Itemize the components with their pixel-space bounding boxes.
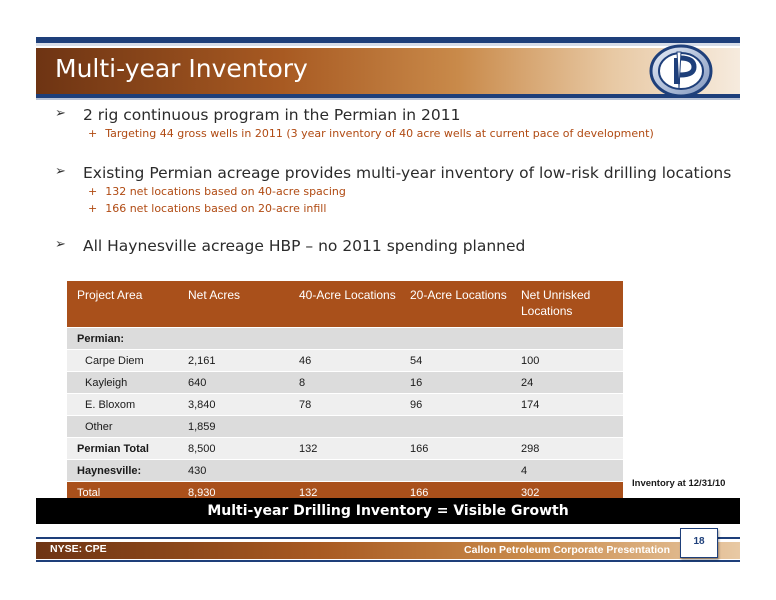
footer-presentation-title: Callon Petroleum Corporate Presentation (464, 544, 670, 556)
plus-icon: + (88, 202, 98, 215)
table-row: Carpe Diem 2,161 46 54 100 (67, 349, 623, 372)
table-row: Other 1,859 (67, 415, 623, 438)
table-cell (289, 459, 400, 482)
table-cell (289, 327, 400, 350)
table-row: Haynesville: 430 4 (67, 459, 623, 482)
table-cell: Other (67, 415, 178, 438)
footer-line (36, 537, 740, 539)
plus-icon: + (88, 185, 98, 198)
table-cell (400, 415, 511, 438)
table-cell (289, 415, 400, 438)
table-cell (400, 327, 511, 350)
sub-bullet: + Targeting 44 gross wells in 2011 (3 yea… (88, 127, 654, 140)
sub-bullet-text: 166 net locations based on 20-acre infil… (105, 202, 327, 215)
table-cell (178, 327, 289, 350)
bullet-text: Existing Permian acreage provides multi-… (83, 164, 732, 182)
title-underline-light (36, 98, 740, 100)
company-logo-icon (649, 44, 713, 98)
table-cell: 166 (400, 437, 511, 460)
table-cell: E. Bloxom (67, 393, 178, 416)
header-stripe (36, 37, 740, 43)
bullet-text: All Haynesville acreage HBP – no 2011 sp… (83, 237, 526, 255)
table-cell: 16 (400, 371, 511, 394)
table-cell: 96 (400, 393, 511, 416)
table-cell (511, 327, 623, 350)
title-bar (36, 48, 740, 94)
table-cell: Permian Total (67, 437, 178, 460)
table-cell (400, 459, 511, 482)
column-header: Project Area (67, 281, 178, 328)
sub-bullet-text: 132 net locations based on 40-acre spaci… (105, 185, 346, 198)
table-cell: 24 (511, 371, 623, 394)
table-cell: 100 (511, 349, 623, 372)
table-cell: 174 (511, 393, 623, 416)
table-row: Permian: (67, 327, 623, 350)
table-cell (511, 415, 623, 438)
column-header: 40-Acre Locations (289, 281, 400, 328)
footer-line (36, 560, 740, 562)
table-cell: 8,500 (178, 437, 289, 460)
table-cell: 430 (178, 459, 289, 482)
table-cell: Permian: (67, 327, 178, 350)
table-cell: 1,859 (178, 415, 289, 438)
table-row: Permian Total 8,500 132 166 298 (67, 437, 623, 460)
column-header: Net Acres (178, 281, 289, 328)
sub-bullet: +132 net locations based on 40-acre spac… (88, 185, 346, 198)
column-header: Net Unrisked Locations (511, 281, 623, 328)
table-row: E. Bloxom 3,840 78 96 174 (67, 393, 623, 416)
table-cell: 46 (289, 349, 400, 372)
title-underline (36, 94, 740, 98)
table-cell: 298 (511, 437, 623, 460)
table-cell: 640 (178, 371, 289, 394)
sub-bullet-text: Targeting 44 gross wells in 2011 (3 year… (105, 127, 654, 140)
table-cell: 8 (289, 371, 400, 394)
table-row: Kayleigh 640 8 16 24 (67, 371, 623, 394)
table-cell: 3,840 (178, 393, 289, 416)
inventory-date-note: Inventory at 12/31/10 (632, 478, 726, 489)
header-stripe-light (36, 43, 740, 46)
sub-bullet: +166 net locations based on 20-acre infi… (88, 202, 326, 215)
bullet-text: 2 rig continuous program in the Permian … (83, 106, 461, 124)
bullet-arrow-icon: ➢ (55, 237, 66, 252)
table-cell: 78 (289, 393, 400, 416)
footer-ticker: NYSE: CPE (50, 543, 107, 555)
bullet-arrow-icon: ➢ (55, 106, 66, 121)
page-title: Multi-year Inventory (55, 54, 308, 83)
table-cell: Kayleigh (67, 371, 178, 394)
page-number: 18 (680, 528, 718, 558)
table-header-row: Project Area Net Acres 40-Acre Locations… (67, 281, 623, 328)
column-header: 20-Acre Locations (400, 281, 511, 328)
plus-icon: + (88, 127, 98, 140)
inventory-table: Project Area Net Acres 40-Acre Locations… (67, 281, 623, 504)
footer-bar (36, 542, 740, 559)
table-cell: Haynesville: (67, 459, 178, 482)
table-cell: 54 (400, 349, 511, 372)
table-cell: Carpe Diem (67, 349, 178, 372)
table-cell: 4 (511, 459, 623, 482)
takeaway-banner: Multi-year Drilling Inventory = Visible … (36, 498, 740, 524)
table-cell: 132 (289, 437, 400, 460)
bullet-arrow-icon: ➢ (55, 164, 66, 179)
table-cell: 2,161 (178, 349, 289, 372)
